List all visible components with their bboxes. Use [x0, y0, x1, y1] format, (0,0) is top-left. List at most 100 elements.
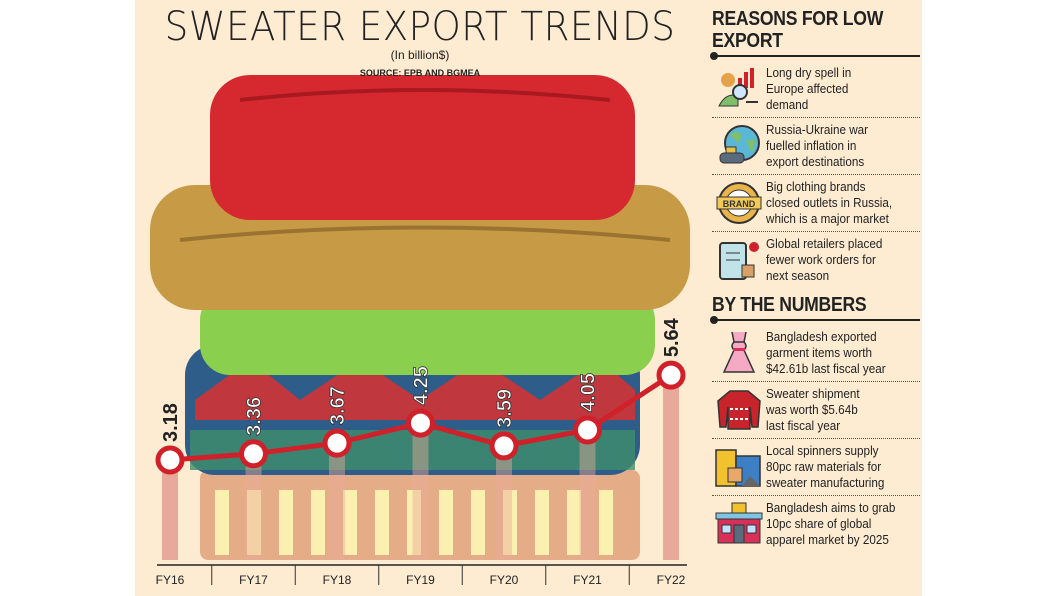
item-text-line: export destinations	[766, 154, 865, 169]
item-text-line: 80pc raw materials for	[766, 459, 882, 474]
analysis-icon	[712, 64, 766, 114]
list-item: Bangladesh exported garment items worth $4…	[712, 325, 920, 382]
item-text-line: Global retailers placed	[766, 236, 883, 251]
item-text-line: Sweater shipment	[766, 386, 860, 401]
warehouse-materials-icon	[712, 442, 766, 492]
clipboard-order-icon	[712, 235, 766, 285]
numbers-heading: BY THE NUMBERS	[712, 294, 867, 316]
x-tick-label: FY22	[657, 573, 686, 587]
bar-FY19	[412, 423, 429, 560]
stripe	[471, 490, 485, 555]
stripe	[599, 490, 613, 555]
x-tick-label: FY20	[490, 573, 519, 587]
item-text: Bangladesh exported garment items worth $4…	[766, 329, 886, 377]
x-tick-label: FY19	[406, 573, 435, 587]
x-tick-label: FY21	[573, 573, 602, 587]
stripe	[343, 490, 357, 555]
reasons-list: Long dry spell in Europe affected demand Ru…	[712, 61, 920, 288]
stripe	[439, 490, 453, 555]
item-text-line: sweater manufacturing	[766, 475, 885, 490]
item-text-line: which is a major market	[766, 211, 889, 226]
stripe	[503, 490, 517, 555]
item-text-line: closed outlets in Russia,	[766, 195, 893, 210]
stripe	[215, 490, 229, 555]
x-tick-label: FY18	[323, 573, 352, 587]
x-tick-label: FY17	[239, 573, 268, 587]
divider	[710, 52, 920, 60]
divider	[710, 316, 920, 324]
item-text: Global retailers placed fewer work orders…	[766, 236, 882, 284]
item-text-line: Bangladesh exported	[766, 329, 877, 344]
bar-FY22	[663, 375, 679, 560]
point-FY22	[656, 360, 686, 390]
bar-FY18	[329, 443, 345, 560]
item-text: Local spinners supply 80pc raw materials …	[766, 443, 884, 491]
item-text-line: last fiscal year	[766, 418, 841, 433]
value-label: 3.18	[160, 403, 182, 442]
item-text-line: fewer work orders for	[766, 252, 876, 267]
value-label: 3.36	[244, 397, 266, 436]
sweater-icon	[712, 385, 766, 435]
item-text-line: was worth $5.64b	[766, 402, 858, 417]
item-text-line: next season	[766, 268, 830, 283]
item-text-line: Europe affected	[766, 81, 849, 96]
globe-shipping-icon	[712, 121, 766, 171]
item-text-line: fuelled inflation in	[766, 138, 857, 153]
stripe	[407, 490, 421, 555]
svg-text:BRAND: BRAND	[723, 199, 756, 209]
item-text-line: garment items worth	[766, 345, 872, 360]
stripe	[375, 490, 389, 555]
item-text-line: Long dry spell in	[766, 65, 852, 80]
item-text-line: $42.61b last fiscal year	[766, 361, 886, 376]
reasons-heading: REASONS FOR LOW EXPORT	[712, 8, 884, 52]
item-text-line: Bangladesh aims to grab	[766, 500, 896, 515]
sidebar: REASONS FOR LOW EXPORT Long dry spell in…	[710, 8, 920, 552]
bar-FY17	[245, 453, 262, 560]
sweater-stack-illustration	[150, 75, 690, 560]
list-item: Global retailers placed fewer work orders…	[712, 232, 920, 288]
point-FY18	[322, 428, 352, 458]
stripe	[567, 490, 581, 555]
list-item: Sweater shipment was worth $5.64b last fis…	[712, 382, 920, 439]
value-label: 3.59	[494, 389, 516, 428]
item-text-line: Big clothing brands	[766, 179, 866, 194]
bar-FY16	[162, 460, 178, 560]
list-item: BRAND Big clothing brands closed outlets i…	[712, 175, 920, 232]
x-tick-label: FY16	[156, 573, 185, 587]
point-FY20	[489, 431, 519, 461]
shop-icon	[712, 499, 766, 549]
dress-icon	[712, 328, 766, 378]
numbers-list: Bangladesh exported garment items worth $4…	[712, 325, 920, 552]
item-text-line: Local spinners supply	[766, 443, 879, 458]
value-label: 4.05	[578, 373, 600, 412]
stripe	[247, 490, 261, 555]
value-label: 5.64	[661, 317, 683, 357]
list-item: Local spinners supply 80pc raw materials …	[712, 439, 920, 496]
bar-FY20	[496, 445, 512, 560]
point-FY16	[155, 445, 185, 475]
list-item: Russia-Ukraine war fuelled inflation in ex…	[712, 118, 920, 175]
item-text: Russia-Ukraine war fuelled inflation in ex…	[766, 122, 868, 170]
item-text-line: demand	[766, 97, 809, 112]
item-text: Sweater shipment was worth $5.64b last fis…	[766, 386, 860, 434]
item-text-line: Russia-Ukraine war	[766, 122, 869, 137]
stripe	[535, 490, 549, 555]
chart-source: SOURCE: EPB AND BGMEA	[359, 68, 481, 78]
point-FY19	[406, 408, 435, 438]
value-label: 4.25	[411, 366, 433, 405]
item-text: Big clothing brands closed outlets in Rus…	[766, 179, 892, 227]
bar-FY21	[579, 429, 596, 560]
item-text-line: 10pc share of global	[766, 516, 872, 531]
item-text-line: apparel market by 2025	[766, 532, 889, 547]
stripe	[311, 490, 325, 555]
chart-unit: (In billion$)	[390, 48, 450, 62]
point-FY21	[573, 415, 602, 445]
value-label: 3.67	[327, 386, 349, 425]
list-item: Bangladesh aims to grab 10pc share of glo…	[712, 496, 920, 552]
point-FY17	[239, 439, 268, 469]
item-text: Long dry spell in Europe affected demand	[766, 65, 851, 113]
list-item: Long dry spell in Europe affected demand	[712, 61, 920, 118]
chart-title: SWEATER EXPORT TRENDS	[164, 4, 676, 50]
item-text: Bangladesh aims to grab 10pc share of glo…	[766, 500, 895, 548]
